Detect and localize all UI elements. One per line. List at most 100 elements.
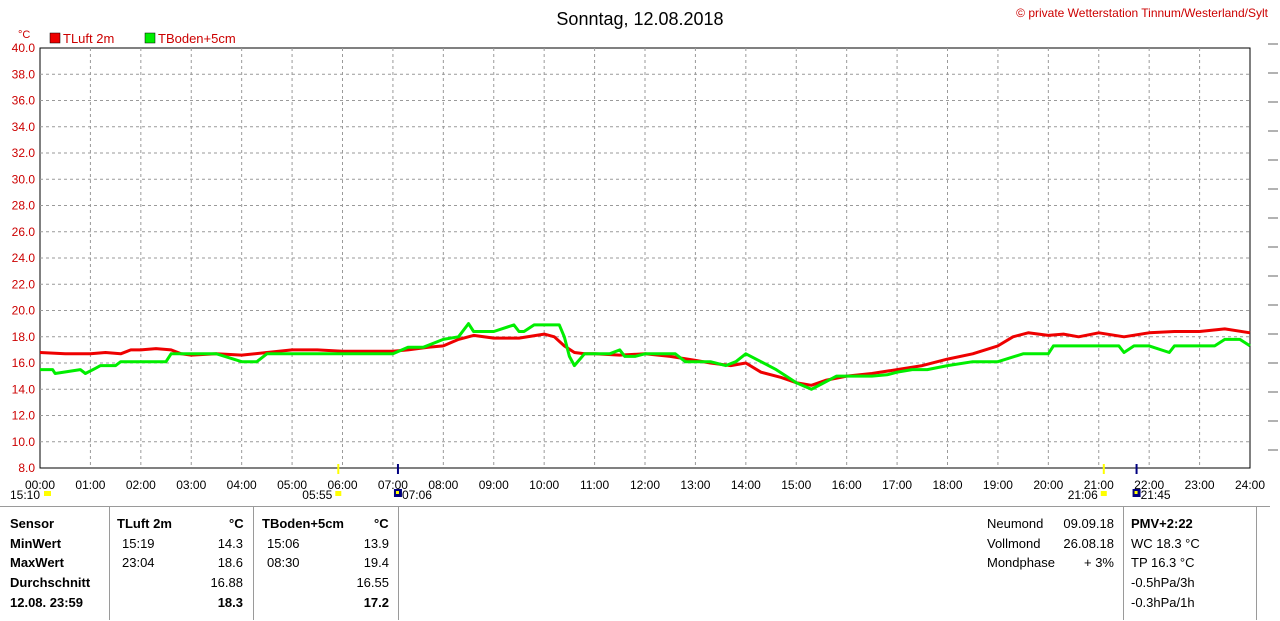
x-tick-label: 08:00	[428, 478, 458, 492]
y-tick-label: 10.0	[12, 435, 36, 449]
y-unit-label: °C	[18, 29, 30, 41]
x-tick-label: 06:00	[327, 478, 357, 492]
pmv-header: PMV+2:22	[1131, 516, 1193, 531]
y-tick-label: 30.0	[12, 172, 36, 186]
x-tick-label: 21:00	[1084, 478, 1114, 492]
row-label-last: 12.08. 23:59	[10, 595, 84, 610]
tluft-last-value: 18.3	[217, 595, 243, 610]
neumond-date: 09.09.18	[1063, 516, 1114, 531]
copyright-text: © private Wetterstation Tinnum/Westerlan…	[1016, 6, 1269, 20]
x-tick-label: 19:00	[983, 478, 1013, 492]
statistics-table: Sensor MinWert MaxWert Durchschnitt 12.0…	[0, 506, 1280, 621]
moonset-time-evening: 21:45	[1141, 488, 1171, 502]
x-tick-label: 20:00	[1033, 478, 1063, 492]
sun-moon-markers: 15:10 05:55 07:06 21:06 21:45	[10, 464, 1171, 502]
x-tick-label: 22:00	[1134, 478, 1164, 492]
column-divider	[398, 506, 399, 620]
y-tick-label: 16.0	[12, 356, 36, 370]
sunrise-time: 05:55	[302, 488, 332, 502]
legend-swatch-tluft	[49, 32, 61, 44]
tluft-avg-value: 16.88	[210, 575, 243, 590]
tboden-max-value: 19.4	[363, 555, 389, 570]
tboden-avg-value: 16.55	[356, 575, 389, 590]
x-tick-label: 02:00	[126, 478, 156, 492]
column-divider	[253, 506, 254, 620]
y-tick-label: 12.0	[12, 409, 36, 423]
x-tick-label: 23:00	[1185, 478, 1215, 492]
legend-swatch-tboden	[144, 32, 156, 44]
y-tick-label: 18.0	[12, 330, 36, 344]
column-divider	[1123, 506, 1124, 620]
y-tick-label: 22.0	[12, 277, 36, 291]
y-tick-label: 20.0	[12, 304, 36, 318]
row-label-avg: Durchschnitt	[10, 575, 91, 590]
y-tick-label: 38.0	[12, 67, 36, 81]
tluft-min-time: 15:19	[122, 536, 155, 551]
moonrise-icon-dot	[395, 491, 399, 494]
y-tick-label: 36.0	[12, 94, 36, 108]
sunset-dot	[1100, 491, 1107, 496]
x-tick-label: 17:00	[882, 478, 912, 492]
table-top-border	[0, 506, 1270, 507]
moon-marker	[44, 491, 51, 496]
x-tick-label: 03:00	[176, 478, 206, 492]
y-tick-label: 26.0	[12, 225, 36, 239]
right-edge-ticks	[1268, 43, 1278, 451]
sensor-header: Sensor	[10, 516, 55, 531]
temperature-chart: Sonntag, 12.08.2018 © private Wetterstat…	[10, 6, 1278, 502]
windchill-value: WC 18.3 °C	[1131, 536, 1200, 551]
tluft-header: TLuft 2m	[117, 516, 172, 531]
series-line-tboden	[40, 322, 1251, 391]
tluft-min-value: 14.3	[217, 536, 243, 551]
x-tick-labels: 00:00 01:00 02:00 03:00 04:00 05:00 06:00 07:00…	[25, 478, 1265, 492]
data-series	[39, 322, 1251, 391]
y-tick-labels: 8.0 10.0 12.0 14.0 16.0 18.0 20.0 22.0 24.0 26.0 2…	[12, 41, 36, 475]
vollmond-date: 26.08.18	[1063, 536, 1114, 551]
x-tick-label: 13:00	[680, 478, 710, 492]
neumond-label: Neumond	[987, 516, 1044, 531]
mondphase-label: Mondphase	[987, 555, 1055, 570]
y-tick-label: 32.0	[12, 146, 36, 160]
x-tick-label: 01:00	[75, 478, 105, 492]
legend: TLuft 2m TBoden+5cm	[49, 31, 236, 46]
moonset-icon-dot	[1134, 491, 1138, 494]
y-tick-label: 14.0	[12, 382, 36, 396]
x-tick-label: 07:00	[378, 478, 408, 492]
x-tick-label: 18:00	[932, 478, 962, 492]
taupunkt-value: TP 16.3 °C	[1131, 555, 1195, 570]
mondphase-value: + 3%	[1084, 555, 1114, 570]
legend-label-tluft: TLuft 2m	[63, 31, 114, 46]
x-tick-label: 10:00	[529, 478, 559, 492]
pressure-3h-value: -0.5hPa/3h	[1131, 575, 1195, 590]
x-tick-label: 12:00	[630, 478, 660, 492]
x-tick-label: 04:00	[227, 478, 257, 492]
x-tick-label: 05:00	[277, 478, 307, 492]
sunset-time: 21:06	[1068, 488, 1098, 502]
y-tick-label: 40.0	[12, 41, 36, 55]
pressure-1h-value: -0.3hPa/1h	[1131, 595, 1195, 610]
y-tick-label: 24.0	[12, 251, 36, 265]
tboden-min-time: 15:06	[267, 536, 300, 551]
y-tick-label: 28.0	[12, 199, 36, 213]
x-tick-label: 09:00	[479, 478, 509, 492]
tboden-max-time: 08:30	[267, 555, 300, 570]
chart-title: Sonntag, 12.08.2018	[556, 9, 723, 29]
tluft-max-time: 23:04	[122, 555, 155, 570]
tluft-unit: °C	[229, 516, 244, 531]
grid-lines	[40, 48, 1250, 468]
tluft-max-value: 18.6	[217, 555, 243, 570]
x-tick-label: 16:00	[832, 478, 862, 492]
tboden-header: TBoden+5cm	[262, 516, 344, 531]
tboden-min-value: 13.9	[363, 536, 389, 551]
column-divider	[1256, 506, 1257, 620]
vollmond-label: Vollmond	[987, 536, 1041, 551]
x-tick-label: 15:00	[781, 478, 811, 492]
y-tick-label: 8.0	[18, 461, 35, 475]
tboden-unit: °C	[374, 516, 389, 531]
y-tick-label: 34.0	[12, 120, 36, 134]
legend-label-tboden: TBoden+5cm	[158, 31, 236, 46]
x-tick-label: 14:00	[731, 478, 761, 492]
x-tick-label: 00:00	[25, 478, 55, 492]
x-tick-label: 24:00	[1235, 478, 1265, 492]
x-tick-label: 11:00	[580, 478, 609, 492]
